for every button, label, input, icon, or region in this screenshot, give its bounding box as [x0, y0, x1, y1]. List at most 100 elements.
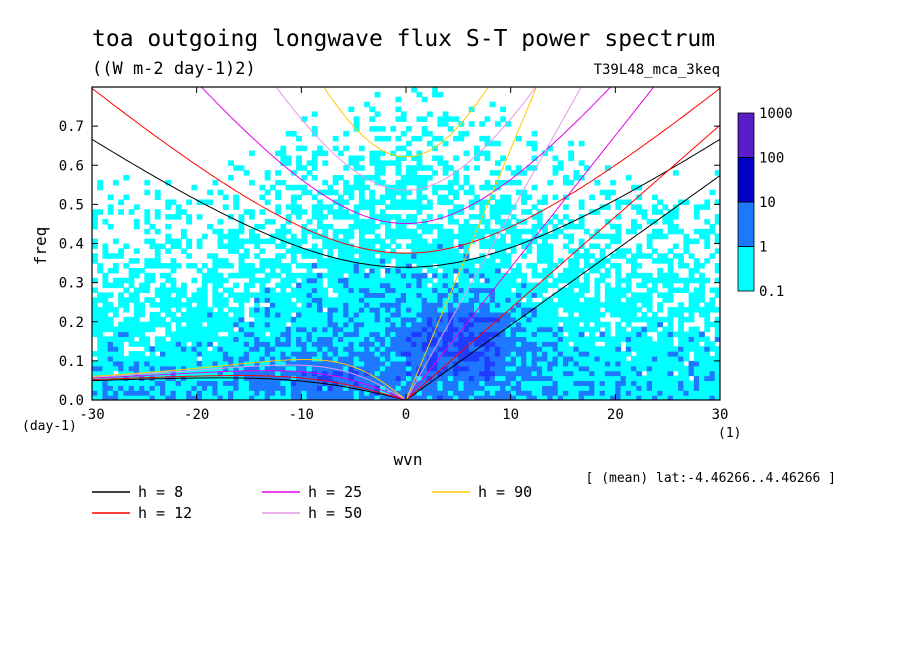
power-cell [699, 336, 705, 342]
power-cell [379, 297, 386, 303]
power-cell [406, 219, 412, 225]
power-cell [604, 219, 611, 225]
power-cell [395, 228, 402, 235]
power-cell [144, 375, 151, 382]
power-cell [484, 155, 491, 161]
power-cell [222, 395, 229, 400]
power-cell [144, 390, 151, 396]
power-cell [563, 346, 569, 352]
power-cell [526, 365, 533, 372]
power-cell [453, 292, 459, 298]
power-cell [662, 292, 669, 298]
power-cell [275, 170, 281, 176]
power-cell [672, 395, 679, 400]
power-cell [332, 360, 339, 367]
power-cell [426, 370, 433, 377]
power-cell [594, 355, 601, 362]
power-cell [505, 243, 512, 249]
power-cell [254, 292, 261, 298]
power-cell [526, 263, 533, 269]
power-cell [254, 380, 261, 386]
power-cell [615, 292, 622, 298]
power-cell [699, 346, 705, 352]
power-cell [275, 233, 281, 240]
power-cell [704, 277, 711, 284]
power-cell [583, 302, 590, 308]
power-cell [170, 355, 177, 362]
power-cell [625, 277, 632, 284]
power-cell [709, 302, 716, 308]
power-cell [416, 267, 423, 274]
power-cell [683, 263, 690, 269]
power-cell [118, 380, 124, 386]
power-cell [374, 380, 381, 386]
power-cell [699, 375, 705, 382]
power-cell [453, 282, 459, 289]
power-cell [484, 360, 491, 367]
power-cell [170, 238, 177, 245]
power-cell [411, 87, 418, 93]
power-cell [547, 302, 554, 308]
power-cell [557, 351, 564, 357]
power-cell [442, 263, 449, 269]
power-cell [678, 321, 684, 328]
power-cell [207, 370, 213, 377]
power-cell [437, 282, 444, 289]
power-cell [479, 292, 486, 298]
power-cell [599, 336, 606, 342]
power-cell [337, 277, 344, 284]
power-cell [458, 209, 465, 215]
power-cell [275, 302, 281, 308]
power-cell [421, 390, 428, 396]
power-cell [662, 380, 669, 386]
power-cell [160, 365, 166, 372]
power-cell [500, 395, 507, 400]
power-cell [249, 385, 255, 391]
power-cell [531, 370, 538, 377]
power-cell [547, 316, 554, 323]
power-cell [468, 385, 475, 391]
power-cell [390, 228, 397, 235]
power-cell [301, 263, 308, 269]
power-cell [238, 326, 245, 333]
power-cell [521, 292, 527, 298]
power-cell [343, 282, 350, 289]
power-cell [343, 214, 350, 220]
power-cell [390, 365, 397, 372]
power-cell [144, 214, 151, 220]
power-cell [484, 277, 491, 284]
power-cell [510, 326, 517, 333]
run-label: T39L48_mca_3keq [594, 62, 720, 78]
power-cell [610, 375, 616, 382]
power-cell [322, 302, 329, 308]
power-cell [678, 385, 684, 391]
power-cell [521, 170, 527, 176]
power-cell [149, 375, 156, 382]
power-cell [411, 307, 418, 313]
power-cell [337, 238, 344, 245]
power-cell [123, 360, 130, 367]
power-cell [353, 380, 360, 386]
power-cell [207, 360, 213, 367]
power-cell [406, 331, 412, 338]
power-cell [353, 336, 360, 342]
power-cell [573, 282, 580, 289]
power-cell [353, 204, 360, 210]
power-cell [421, 258, 428, 264]
power-cell [563, 243, 569, 249]
power-cell [426, 311, 433, 318]
power-cell [531, 282, 538, 289]
power-cell [416, 135, 423, 142]
power-cell [432, 385, 438, 391]
power-cell [678, 253, 684, 259]
power-cell [620, 302, 627, 308]
power-cell [92, 370, 98, 377]
power-cell [594, 302, 601, 308]
power-cell [667, 214, 674, 220]
power-cell [610, 179, 616, 186]
power-cell [536, 375, 543, 382]
power-cell [615, 321, 622, 328]
power-cell [301, 297, 308, 303]
power-cell [468, 380, 475, 386]
power-cell [421, 385, 428, 391]
